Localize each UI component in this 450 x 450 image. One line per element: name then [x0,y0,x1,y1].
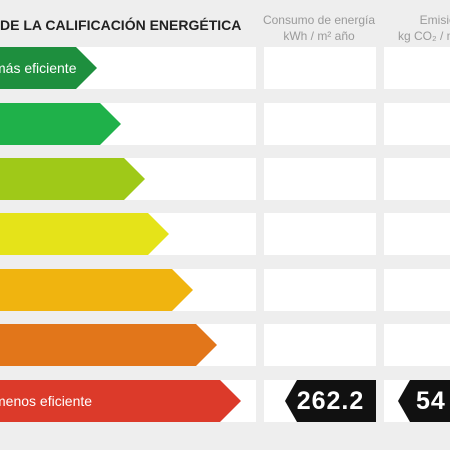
emision-column-header: Emisión kg CO₂ / m² año [384,12,450,44]
emision-header-line2: kg CO₂ / m² año [397,29,450,43]
rating-bar-3 [0,158,145,200]
consumo-cell [264,47,376,89]
consumo-column-header: Consumo de energía kWh / m² año [262,12,376,44]
consumo-header-line1: Consumo de energía [262,13,376,27]
emision-cell [384,324,450,366]
emision-cell [384,103,450,145]
rating-bar-4 [0,213,169,255]
consumo-cell [264,158,376,200]
consumo-header-line2: kWh / m² año [283,29,355,43]
emision-cell [384,213,450,255]
page-title: DE LA CALIFICACIÓN ENERGÉTICA [0,17,242,33]
rating-bar-6 [0,324,217,366]
emision-cell [384,269,450,311]
consumo-cell [264,269,376,311]
emision-header-line1: Emisión [419,13,450,27]
rating-bar-2 [0,103,121,145]
consumo-cell [264,324,376,366]
consumo-cell [264,103,376,145]
rating-bar-5 [0,269,193,311]
bar-label-least-efficient: menos eficiente [0,393,93,409]
rating-bar-7 [0,380,241,422]
consumo-value-tag: 262.2 [285,380,376,422]
emision-value-tag: 54 [398,380,450,422]
emision-cell [384,47,450,89]
emision-cell [384,158,450,200]
bar-label-most-efficient: más eficiente [0,60,77,76]
consumo-cell [264,213,376,255]
rating-bar-1 [0,47,97,89]
